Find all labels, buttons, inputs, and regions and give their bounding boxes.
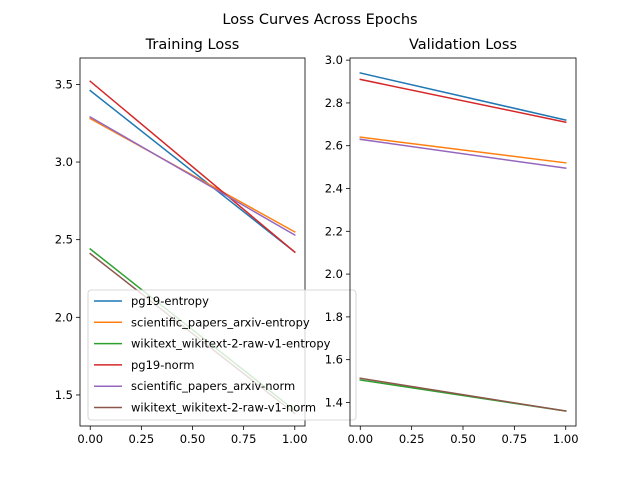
training-panel-title: Training Loss (145, 37, 240, 53)
validation-panel-title: Validation Loss (409, 37, 517, 53)
training-loss-panel: Training Loss 0.00 0.25 0.50 0.75 1.00 1.5 2.0 2… (55, 37, 357, 446)
training-y-tick-label: 1.5 (55, 388, 73, 402)
training-line-1 (89, 89, 296, 254)
validation-x-tick-label: 0.00 (347, 432, 373, 446)
validation-loss-panel: Validation Loss 0.00 0.25 0.50 0.75 1.00 1.4 1.… (325, 37, 579, 446)
validation-y-tick-label: 2.0 (325, 267, 343, 281)
training-y-tick-label: 2.5 (55, 233, 73, 247)
training-x-tick-label: 0.50 (180, 432, 206, 446)
validation-x-tick-label: 1.00 (553, 432, 579, 446)
figure-title: Loss Curves Across Epochs (222, 12, 417, 28)
training-x-tick-label: 0.00 (77, 432, 103, 446)
legend-box (87, 289, 357, 421)
validation-line-2 (359, 136, 567, 164)
validation-y-tick-label: 2.6 (325, 139, 343, 153)
training-x-tick-label: 0.25 (129, 432, 155, 446)
validation-line-1 (359, 72, 567, 121)
training-y-tick-label: 3.5 (55, 77, 73, 91)
validation-y-tick-label: 2.2 (325, 224, 343, 238)
validation-x-tick-label: 0.50 (450, 432, 476, 446)
validation-y-tick-label: 2.8 (325, 96, 343, 110)
legend-label-3: wikitext_wikitext-2-raw-v1-entropy (131, 337, 331, 351)
legend: pg19-entropy scientific_papers_arxiv-entr… (87, 289, 357, 421)
training-y-tick-label: 2.0 (55, 310, 73, 324)
training-x-tick-label: 1.00 (282, 432, 308, 446)
legend-label-5: scientific_papers_arxiv-norm (131, 379, 295, 393)
validation-line-4 (359, 78, 567, 124)
validation-y-tick-label: 1.4 (325, 395, 343, 409)
validation-line-6 (359, 377, 567, 412)
training-x-tick-label: 0.75 (231, 432, 257, 446)
training-y-tick-label: 3.0 (55, 155, 73, 169)
validation-y-tick-label: 3.0 (325, 53, 343, 67)
training-line-5 (89, 115, 296, 237)
training-axes-frame (79, 57, 306, 427)
validation-x-tick-label: 0.75 (502, 432, 528, 446)
validation-line-5 (359, 138, 567, 170)
training-line-4 (89, 80, 296, 254)
legend-label-1: pg19-entropy (131, 294, 209, 308)
legend-label-4: pg19-norm (131, 358, 194, 372)
validation-y-tick-label: 1.8 (325, 310, 343, 324)
legend-label-6: wikitext_wikitext-2-raw-v1-norm (131, 401, 316, 415)
validation-y-tick-label: 1.6 (325, 353, 343, 367)
validation-axes-frame (349, 57, 577, 427)
validation-x-tick-label: 0.25 (399, 432, 425, 446)
validation-y-tick-label: 2.4 (325, 182, 343, 196)
legend-label-2: scientific_papers_arxiv-entropy (131, 315, 310, 329)
